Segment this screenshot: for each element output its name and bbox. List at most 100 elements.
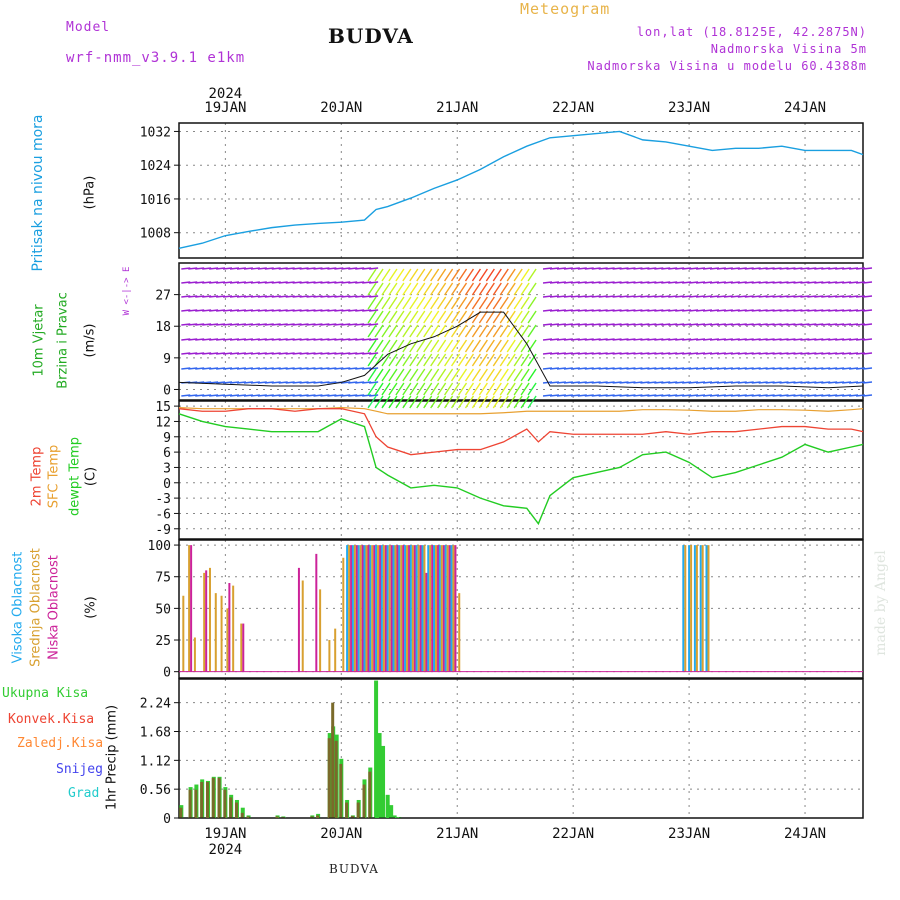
precip-convective-bar	[362, 784, 366, 818]
wind-barb	[209, 338, 219, 341]
wind-barb	[188, 281, 198, 284]
wind-barb	[423, 368, 433, 382]
wind-barb	[862, 338, 873, 341]
wind-barb	[751, 267, 761, 270]
wind-barb	[786, 309, 796, 312]
wind-barb	[222, 367, 233, 370]
wind-barb	[409, 353, 419, 367]
wind-barb	[250, 323, 260, 326]
precip-total-bar	[374, 680, 379, 818]
wind-barb	[320, 295, 330, 298]
wind-barb	[556, 394, 567, 397]
wind-barb	[520, 382, 530, 396]
wind-barb	[605, 309, 615, 312]
wind-barb	[506, 368, 516, 382]
wind-barb	[689, 281, 699, 284]
wind-barb	[355, 394, 365, 397]
wind-barb	[299, 267, 309, 270]
wind-barb	[855, 295, 866, 298]
precip-total-bar	[389, 805, 394, 818]
wind-barb	[549, 367, 560, 370]
station-title: BUDVA	[328, 24, 414, 48]
wind-barb	[520, 296, 530, 310]
wind-barb	[320, 323, 330, 326]
wind-barb	[216, 267, 226, 270]
wind-barb	[444, 353, 454, 367]
wind-barb	[633, 394, 643, 397]
wind-barb	[209, 394, 219, 397]
wind-barb	[271, 352, 281, 355]
wind-barb	[257, 381, 267, 384]
wind-barb	[772, 323, 782, 326]
precip-ytick-label: 0.56	[140, 783, 171, 798]
wind-barb	[828, 394, 838, 397]
x-tick-label-top: 23JAN	[668, 100, 710, 116]
wind-barb	[395, 310, 405, 324]
wind-barb	[835, 394, 845, 397]
wind-barb	[772, 267, 782, 270]
precip-convective-bar	[345, 802, 349, 818]
wind-barb	[306, 394, 316, 397]
wind-barb	[675, 281, 685, 284]
wind-barb	[229, 381, 240, 384]
pressure-ytick-label: 1024	[140, 159, 171, 174]
wind-barb	[513, 395, 523, 409]
wind-barb	[862, 367, 873, 370]
wind-barb	[577, 309, 587, 312]
wind-barb	[821, 338, 831, 341]
wind-barb	[388, 296, 398, 310]
wind-barb	[828, 295, 838, 298]
wind-barb	[492, 382, 502, 396]
wind-barb	[835, 295, 845, 298]
precip-convective-bar	[240, 812, 244, 818]
wind-barb	[654, 367, 664, 370]
wind-barb	[381, 382, 391, 396]
wind-barb	[647, 367, 657, 370]
wind-barb	[202, 323, 212, 326]
wind-barb	[702, 309, 713, 312]
wind-barb	[800, 381, 810, 384]
wind-frame	[178, 262, 864, 401]
wind-barb	[306, 309, 316, 312]
wind-barb	[437, 268, 447, 282]
wind-barb	[800, 323, 810, 326]
wind-barb	[689, 381, 699, 384]
wind-barb	[772, 381, 782, 384]
wind-barb	[292, 381, 302, 384]
wind-barb	[292, 309, 302, 312]
wind-barb	[626, 338, 636, 341]
wind-barb	[250, 267, 260, 270]
wind-barb	[744, 309, 754, 312]
wind-barb	[381, 353, 391, 367]
wind-barb	[855, 338, 866, 341]
wind-barb	[492, 395, 502, 409]
wind-barb	[457, 382, 468, 396]
wind-barb	[243, 309, 253, 312]
wind-barb	[348, 381, 358, 384]
wind-barb	[682, 323, 692, 326]
wind-barb	[216, 295, 226, 298]
wind-barb	[640, 367, 650, 370]
wind-barb	[563, 281, 573, 284]
wind-barb	[751, 295, 761, 298]
wind-barb	[216, 352, 226, 355]
wind-barb	[807, 381, 817, 384]
wind-barb	[478, 395, 488, 409]
wind-barb	[744, 394, 754, 397]
precip-convective-bar	[331, 702, 335, 818]
wind-barb	[598, 281, 608, 284]
wind-barb	[355, 295, 365, 298]
wind-barb	[188, 267, 198, 270]
wind-barb	[682, 352, 692, 355]
wind-barb	[591, 323, 601, 326]
wind-barb	[716, 323, 727, 326]
wind-barb	[369, 381, 379, 384]
wind-barb	[271, 295, 281, 298]
wind-barb	[367, 282, 377, 296]
temperature-ytick-label: 0	[163, 477, 171, 492]
wind-barb	[626, 381, 636, 384]
wind-barb	[723, 323, 733, 326]
wind-barb	[849, 295, 859, 298]
wind-barb	[506, 339, 516, 353]
wind-barb	[236, 394, 247, 397]
